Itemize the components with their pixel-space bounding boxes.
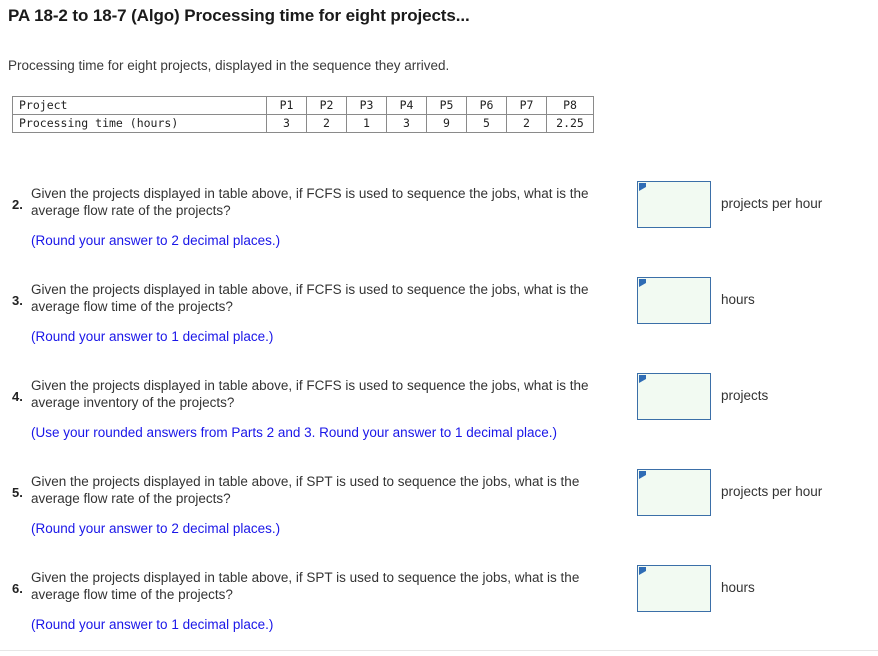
question-hint-2: (Round your answer to 2 decimal places.): [31, 233, 281, 248]
answer-area-2: projects per hour: [637, 181, 822, 228]
question-hint-6: (Round your answer to 1 decimal place.): [31, 617, 274, 632]
table-row-label-project: Project: [12, 96, 267, 115]
answer-unit-3: hours: [721, 292, 755, 307]
table-row-label-processing-time: Processing time (hours): [12, 114, 267, 133]
answer-area-6: hours: [637, 565, 755, 612]
question-text-3: Given the projects displayed in table ab…: [31, 282, 589, 314]
table-cell-project-5: P5: [426, 96, 467, 115]
table-cell-project-1: P1: [266, 96, 307, 115]
answer-input-5[interactable]: [638, 470, 710, 515]
question-hint-4: (Use your rounded answers from Parts 2 a…: [31, 425, 558, 440]
table-cell-time-2: 2: [306, 114, 347, 133]
answer-input-4[interactable]: [638, 374, 710, 419]
answer-box-6[interactable]: [637, 565, 711, 612]
table-cell-time-5: 9: [426, 114, 467, 133]
question-hint-5: (Round your answer to 2 decimal places.): [31, 521, 281, 536]
answer-unit-4: projects: [721, 388, 769, 403]
bottom-divider: [0, 650, 878, 651]
answer-box-2[interactable]: [637, 181, 711, 228]
answer-unit-6: hours: [721, 580, 755, 595]
question-text-5: Given the projects displayed in table ab…: [31, 474, 580, 506]
table-row: Project P1 P2 P3 P4 P5 P6 P7 P8: [12, 96, 594, 115]
question-text-2: Given the projects displayed in table ab…: [31, 186, 589, 218]
table-row: Processing time (hours) 3 2 1 3 9 5 2 2.…: [12, 114, 594, 133]
table-cell-project-3: P3: [346, 96, 387, 115]
table-cell-project-7: P7: [506, 96, 547, 115]
table-cell-time-6: 5: [466, 114, 507, 133]
question-number-6: 6.: [12, 581, 23, 596]
answer-unit-5: projects per hour: [721, 484, 823, 499]
answer-box-4[interactable]: [637, 373, 711, 420]
answer-area-5: projects per hour: [637, 469, 822, 516]
answer-box-5[interactable]: [637, 469, 711, 516]
answer-input-2[interactable]: [638, 182, 710, 227]
page-title: PA 18-2 to 18-7 (Algo) Processing time f…: [8, 6, 470, 25]
answer-unit-2: projects per hour: [721, 196, 823, 211]
table-cell-project-4: P4: [386, 96, 427, 115]
question-number-3: 3.: [12, 293, 23, 308]
answer-input-3[interactable]: [638, 278, 710, 323]
answer-area-4: projects: [637, 373, 768, 420]
question-text-6: Given the projects displayed in table ab…: [31, 570, 580, 602]
answer-area-3: hours: [637, 277, 755, 324]
answer-input-6[interactable]: [638, 566, 710, 611]
question-hint-3: (Round your answer to 1 decimal place.): [31, 329, 274, 344]
question-text-4: Given the projects displayed in table ab…: [31, 378, 589, 410]
table-cell-time-7: 2: [506, 114, 547, 133]
question-number-4: 4.: [12, 389, 23, 404]
table-cell-project-2: P2: [306, 96, 347, 115]
table-cell-time-8: 2.25: [546, 114, 594, 133]
table-cell-time-3: 1: [346, 114, 387, 133]
page-subtitle: Processing time for eight projects, disp…: [8, 58, 450, 73]
table-cell-time-4: 3: [386, 114, 427, 133]
answer-box-3[interactable]: [637, 277, 711, 324]
table-cell-project-8: P8: [546, 96, 594, 115]
table-cell-project-6: P6: [466, 96, 507, 115]
processing-time-table: Project P1 P2 P3 P4 P5 P6 P7 P8 Processi…: [12, 96, 594, 133]
table-cell-time-1: 3: [266, 114, 307, 133]
question-number-5: 5.: [12, 485, 23, 500]
question-number-2: 2.: [12, 197, 23, 212]
